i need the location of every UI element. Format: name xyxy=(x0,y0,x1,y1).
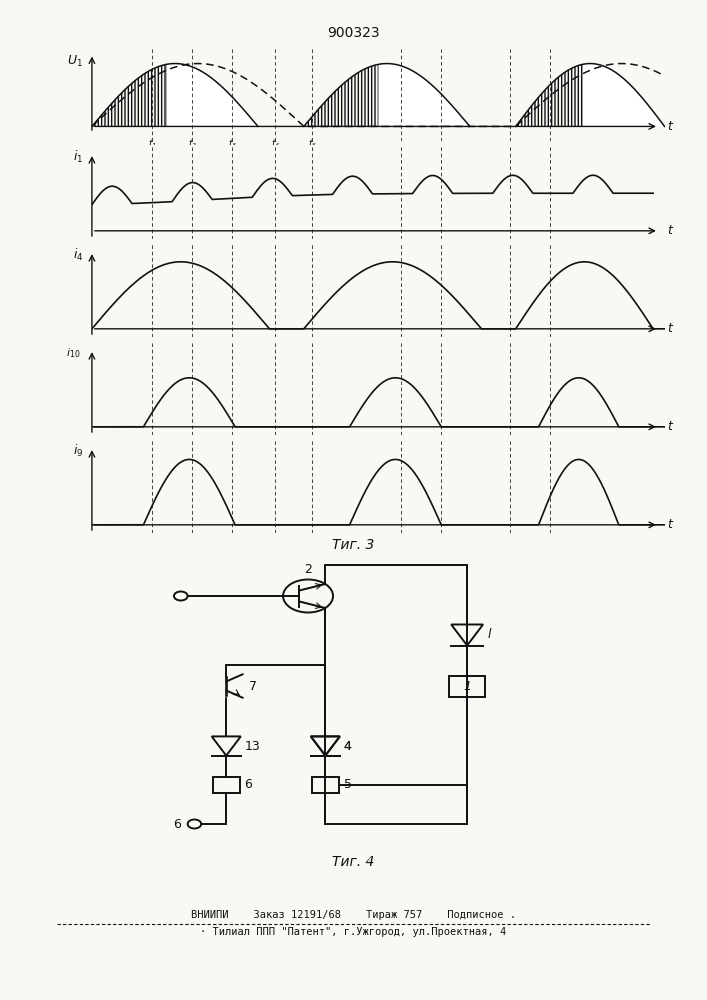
Text: 4: 4 xyxy=(344,740,351,752)
Text: Τиг. 3: Τиг. 3 xyxy=(332,538,375,552)
Text: $U_1$: $U_1$ xyxy=(67,54,83,69)
Text: t: t xyxy=(667,518,672,531)
Text: 7: 7 xyxy=(249,680,257,692)
Text: 6: 6 xyxy=(173,818,181,830)
Text: t: t xyxy=(667,224,672,237)
Text: $i_4$: $i_4$ xyxy=(73,247,83,263)
Text: 13: 13 xyxy=(245,740,260,752)
Text: l: l xyxy=(488,629,491,642)
Text: t₃: t₃ xyxy=(228,139,236,149)
Text: $i_{10}$: $i_{10}$ xyxy=(66,346,81,360)
Text: t₄: t₄ xyxy=(271,139,279,149)
Text: t₁: t₁ xyxy=(148,139,156,149)
Bar xyxy=(449,676,485,696)
Bar xyxy=(312,777,339,793)
Text: 6: 6 xyxy=(245,778,252,792)
Bar xyxy=(213,777,240,793)
Text: · Τилиал ППП "Патент", г.Ужгород, ул.Проектная, 4: · Τилиал ППП "Патент", г.Ужгород, ул.Про… xyxy=(200,927,507,937)
Text: Τиг. 4: Τиг. 4 xyxy=(332,855,375,869)
Text: t: t xyxy=(667,120,672,133)
Text: t₅: t₅ xyxy=(308,139,316,149)
Text: $i_1$: $i_1$ xyxy=(73,149,83,165)
Text: ВНИИПИ    Заказ 12191/68    Тираж 757    Подписное .: ВНИИПИ Заказ 12191/68 Тираж 757 Подписно… xyxy=(191,910,516,920)
Text: $i_9$: $i_9$ xyxy=(73,443,83,459)
Text: 2: 2 xyxy=(304,563,312,576)
Text: t: t xyxy=(667,322,672,335)
Text: 900323: 900323 xyxy=(327,26,380,40)
Text: 5: 5 xyxy=(344,778,351,792)
Text: t: t xyxy=(667,420,672,433)
Text: 4: 4 xyxy=(344,740,351,752)
Text: 1: 1 xyxy=(463,680,471,692)
Text: t₂: t₂ xyxy=(188,139,196,149)
